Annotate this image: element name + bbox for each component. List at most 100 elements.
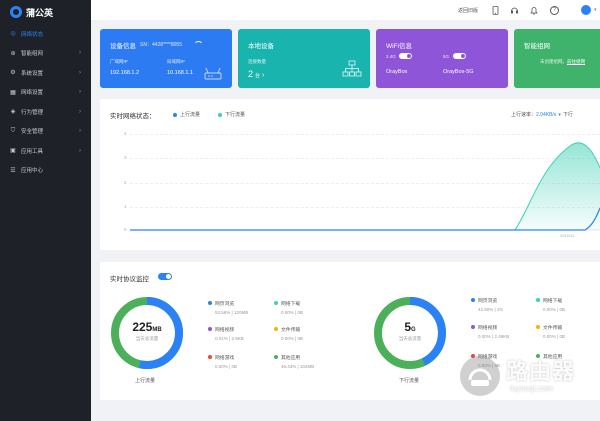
wifi-info-card[interactable]: WiFi信息 2.4G 5G OrayBox OrayBox-5G — [376, 29, 508, 88]
download-legend-dot — [536, 325, 540, 329]
download-legend-dot — [471, 354, 475, 358]
watermark: 路由器 luyouqi.com — [458, 352, 588, 404]
download-legend-name: 其他应用 — [543, 355, 563, 360]
upload-legend-dot — [208, 355, 212, 359]
sidebar-item-7[interactable]: ☰ 应用中心 — [0, 161, 91, 181]
upload-speed-value: 2.04KB/s — [536, 111, 557, 118]
upload-legend-name: 网络下载 — [281, 302, 301, 307]
download-legend-dot — [471, 325, 475, 329]
serial-number: 4428****8055 — [151, 42, 182, 48]
app-logo[interactable]: 蒲公英 — [0, 0, 91, 24]
chevron-right-icon: › — [79, 89, 81, 96]
sidebar-item-label: 智能组网 — [21, 51, 44, 58]
connected-count-label: 连接数量 — [248, 59, 266, 64]
upload-segment-web — [111, 297, 183, 369]
download-line — [130, 142, 600, 231]
upload-total-unit: MB — [152, 327, 162, 333]
help-icon[interactable]: ? — [550, 0, 559, 20]
local-devices-title: 本地设备 — [248, 43, 274, 50]
tools-icon: ▣ — [10, 148, 16, 155]
y-tick-2: 2 — [124, 180, 127, 185]
protocol-monitor-toggle[interactable] — [158, 273, 172, 280]
upload-legend-item: 网络视频 — [208, 326, 234, 333]
smart-network-status: 未创建组网， — [540, 59, 567, 64]
phone-icon[interactable] — [492, 0, 499, 20]
back-to-old-version-link[interactable]: 返回旧版 — [458, 7, 479, 14]
device-info-title: 设备信息 — [110, 43, 136, 50]
notification-bell-icon[interactable] — [530, 0, 538, 20]
download-total-value: 5 — [404, 320, 411, 334]
protocol-monitor-panel — [100, 262, 600, 400]
grid-line — [130, 134, 600, 135]
upload-legend-value: 46.43% | 104MB — [281, 364, 315, 369]
smart-network-card[interactable]: 智能组网 未创建组网，前往组网 — [514, 29, 600, 88]
lan-ip-label: 局域网IP — [167, 59, 185, 64]
local-devices-card[interactable]: 本地设备 连接数量 2 台 › — [238, 29, 370, 88]
sidebar-item-label: 系统设置 — [21, 70, 44, 77]
upload-legend-name: 网络游戏 — [215, 356, 235, 361]
wifi-24g-toggle[interactable] — [399, 53, 412, 59]
sidebar-item-2[interactable]: ⚙ 系统设置 › — [0, 63, 91, 83]
download-area — [515, 142, 600, 230]
smart-network-title: 智能组网 — [524, 43, 550, 50]
upload-legend-dot — [274, 301, 278, 305]
upload-donut-chart[interactable] — [109, 295, 185, 371]
download-legend-dot — [536, 354, 540, 358]
sidebar-item-4[interactable]: ◈ 行为管理 › — [0, 102, 91, 122]
sidebar-item-0[interactable]: ◎ 网络状态 — [0, 24, 91, 44]
y-tick-1: 1 — [124, 204, 127, 209]
upload-line — [130, 207, 600, 231]
traffic-chart[interactable] — [130, 128, 600, 238]
top-bar — [91, 0, 600, 20]
download-total-sub: 当天总流量 — [398, 336, 422, 341]
sidebar-item-label: 网络状态 — [21, 31, 44, 38]
wifi-info-title: WiFi信息 — [386, 43, 412, 50]
legend-upload[interactable]: 上行流量 — [173, 111, 200, 118]
chevron-right-icon: › — [79, 108, 81, 115]
sidebar-item-6[interactable]: ▣ 应用工具 › — [0, 141, 91, 161]
download-segment-web — [374, 297, 446, 369]
go-to-network-link[interactable]: 前往组网 — [567, 59, 585, 64]
download-speed-label: 下行 — [562, 112, 573, 118]
lan-ip-value: 10.168.1.1 — [167, 70, 193, 76]
device-info-card[interactable]: 设备信息 SN：4428****8055 广域网IP 192.168.1.2 局… — [100, 29, 232, 88]
upload-legend-name: 网络视频 — [215, 328, 235, 333]
chevron-right-icon: › — [79, 147, 81, 154]
download-legend-value: 0.00% | 2.49KB — [478, 334, 510, 339]
user-menu-chevron-icon[interactable]: ▾ — [594, 7, 597, 13]
upload-total-value: 225 — [132, 320, 153, 334]
logo-icon — [10, 6, 22, 18]
download-caption: 下行流量 — [399, 378, 420, 384]
sn-label: SN： — [140, 42, 152, 48]
upload-legend-dot — [208, 327, 212, 331]
user-avatar[interactable] — [581, 5, 591, 15]
ssid-5g: OrayBox-5G — [443, 69, 474, 75]
wan-ip-label: 广域网IP — [110, 59, 128, 64]
sidebar-item-1[interactable]: ⊛ 智能组网 › — [0, 44, 91, 64]
support-icon[interactable] — [510, 0, 519, 20]
upload-legend-item: 其他应用 — [274, 354, 300, 361]
upload-speed-arrow-icon: ▾ — [558, 111, 561, 118]
download-donut-chart[interactable] — [372, 295, 448, 371]
upload-legend-value: 0.00% | 0B — [281, 310, 303, 315]
download-legend-dot — [471, 298, 475, 302]
upload-legend-item: 网络游戏 — [208, 354, 234, 361]
upload-legend-dot — [274, 327, 278, 331]
sidebar-item-5[interactable]: ⛉ 安全管理 › — [0, 122, 91, 142]
wan-ip-value: 192.168.1.2 — [110, 70, 140, 76]
upload-legend-item: 网络下载 — [274, 300, 300, 307]
wifi-5g-toggle[interactable] — [453, 53, 466, 59]
download-legend-name: 文件传输 — [543, 326, 563, 331]
chevron-right-icon: › — [79, 50, 81, 57]
ssid-24g: OrayBox — [386, 69, 408, 75]
settings-grid-icon: ▦ — [10, 89, 16, 96]
download-legend-value: 42.90% | 2G — [478, 307, 503, 312]
upload-legend-name: 其他应用 — [281, 356, 301, 361]
sidebar-item-3[interactable]: ▦ 网络设置 › — [0, 83, 91, 103]
chevron-right-icon[interactable]: › — [262, 72, 265, 79]
legend-download[interactable]: 下行流量 — [218, 111, 245, 118]
sidebar-item-label: 安全管理 — [21, 129, 44, 136]
shield-icon: ⛉ — [10, 127, 16, 134]
upload-legend-value: 0.00% | 0B — [215, 364, 237, 369]
router-icon — [204, 67, 222, 86]
